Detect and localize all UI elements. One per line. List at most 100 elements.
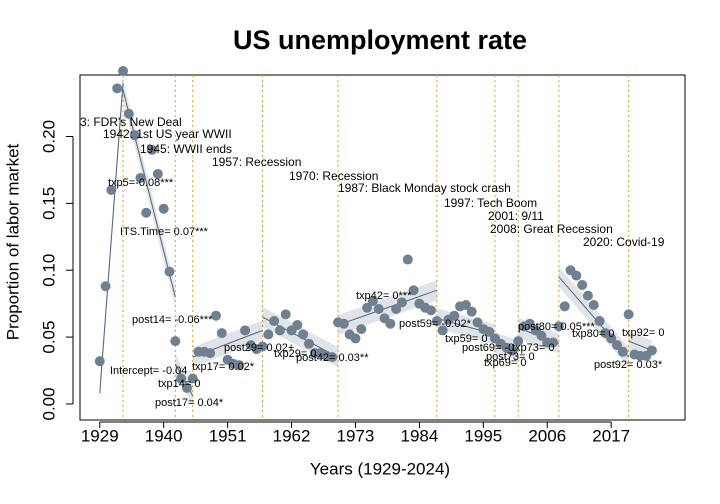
annotation: txp69= 0	[484, 357, 527, 369]
event-label: 2020: Covid-19	[583, 235, 665, 249]
data-point	[524, 318, 535, 329]
annotation: post73= 0	[486, 351, 535, 363]
event-label: 1987: Black Monday stock crash	[338, 181, 511, 195]
annotation: Intercept= -0.04	[110, 365, 187, 377]
annotation: post59= -0.02*	[399, 318, 472, 330]
data-point	[396, 297, 407, 308]
event-label: 1945: WWII ends	[140, 142, 232, 156]
event-label: 3: FDR's New Deal	[80, 115, 182, 129]
annotation: post69= -0	[462, 342, 514, 354]
data-point	[588, 300, 599, 310]
fit-line	[337, 289, 438, 326]
annotation: post92= 0.03*	[594, 359, 663, 371]
event-label: 1957: Recession	[212, 155, 301, 169]
y-tick-label: 0.15	[39, 187, 58, 220]
x-tick-label: 1951	[209, 426, 247, 445]
annotation: txp14= 0	[158, 378, 201, 390]
data-point	[141, 207, 152, 218]
annotation: txp80= 0	[572, 328, 615, 340]
data-point	[606, 333, 617, 344]
data-point	[257, 341, 268, 352]
event-label: 2001: 9/11	[488, 209, 544, 223]
data-point	[269, 316, 280, 327]
y-tick-label: 0.20	[39, 120, 58, 153]
event-label: 1970: Recession	[289, 169, 378, 183]
data-point	[571, 270, 582, 281]
data-point	[164, 266, 175, 277]
annotation: ITS.Time= 0.07***	[120, 226, 209, 238]
fit-line	[122, 89, 176, 298]
annotation: txp42= 0***	[356, 290, 412, 302]
data-point	[449, 310, 460, 321]
data-point	[240, 325, 251, 336]
data-point	[577, 279, 588, 290]
data-point	[646, 345, 657, 356]
annotation: txp73= 0	[512, 342, 555, 354]
annotation: post80= 0.05***	[518, 321, 595, 333]
data-point	[548, 337, 559, 348]
data-point	[205, 348, 216, 359]
x-tick-label: 1973	[337, 426, 375, 445]
data-point	[582, 290, 593, 301]
data-point	[484, 326, 495, 337]
data-point	[391, 304, 402, 315]
data-point	[513, 336, 524, 347]
annotation: txp17= 0.02*	[192, 361, 255, 373]
data-point	[356, 324, 367, 335]
data-point	[594, 316, 605, 327]
data-point	[536, 330, 547, 341]
data-point	[617, 346, 628, 357]
data-point	[292, 320, 303, 331]
data-point	[280, 309, 291, 320]
data-point	[559, 301, 570, 312]
data-point	[94, 356, 105, 367]
event-label: 1942: 1st US year WWII	[103, 127, 232, 141]
event-label: 2008: Great Recession	[490, 222, 613, 236]
x-axis-label: Years (1929-2024)	[310, 459, 450, 478]
data-point	[216, 328, 227, 339]
data-point	[472, 317, 483, 328]
data-point	[426, 305, 437, 316]
data-point	[298, 329, 309, 340]
data-point	[274, 325, 285, 336]
annotation: post42= 0.03**	[296, 352, 369, 364]
annotation: txp5=-0.08***	[108, 177, 174, 189]
x-tick-label: 1929	[81, 426, 119, 445]
annotation: post17= 0.04*	[155, 397, 224, 409]
data-point	[553, 321, 564, 332]
annotation: post29= 0.02+	[224, 342, 294, 354]
data-point	[170, 336, 181, 347]
data-point	[129, 130, 140, 141]
data-point	[612, 340, 623, 351]
annotation: post14= -0.06***	[132, 314, 213, 326]
data-point	[373, 304, 384, 315]
x-tick-label: 1984	[400, 426, 438, 445]
data-point	[176, 373, 187, 384]
x-tick-label: 1940	[145, 426, 183, 445]
data-point	[112, 83, 123, 94]
annotation: txp92= 0	[622, 327, 665, 339]
data-point	[303, 338, 314, 349]
data-point	[147, 144, 158, 155]
data-point	[367, 295, 378, 306]
data-point	[460, 300, 471, 310]
y-axis-label: Proportion of labor market	[3, 143, 22, 340]
data-point	[431, 316, 442, 327]
data-point	[437, 325, 448, 336]
data-point	[234, 360, 245, 371]
data-point	[327, 352, 338, 363]
data-point	[507, 345, 518, 356]
data-point	[123, 108, 134, 119]
annotation: txp29= 0	[274, 348, 317, 360]
data-point	[350, 333, 361, 344]
data-point	[100, 281, 111, 292]
chart-title: US unemployment rate	[233, 25, 527, 55]
data-point	[158, 203, 169, 214]
data-point	[385, 318, 396, 329]
plot-frame	[79, 74, 686, 421]
y-tick-label: 0.10	[39, 254, 58, 287]
data-point	[408, 285, 419, 296]
x-tick-label: 2017	[592, 426, 630, 445]
data-point	[362, 302, 373, 313]
x-tick-label: 1962	[273, 426, 311, 445]
